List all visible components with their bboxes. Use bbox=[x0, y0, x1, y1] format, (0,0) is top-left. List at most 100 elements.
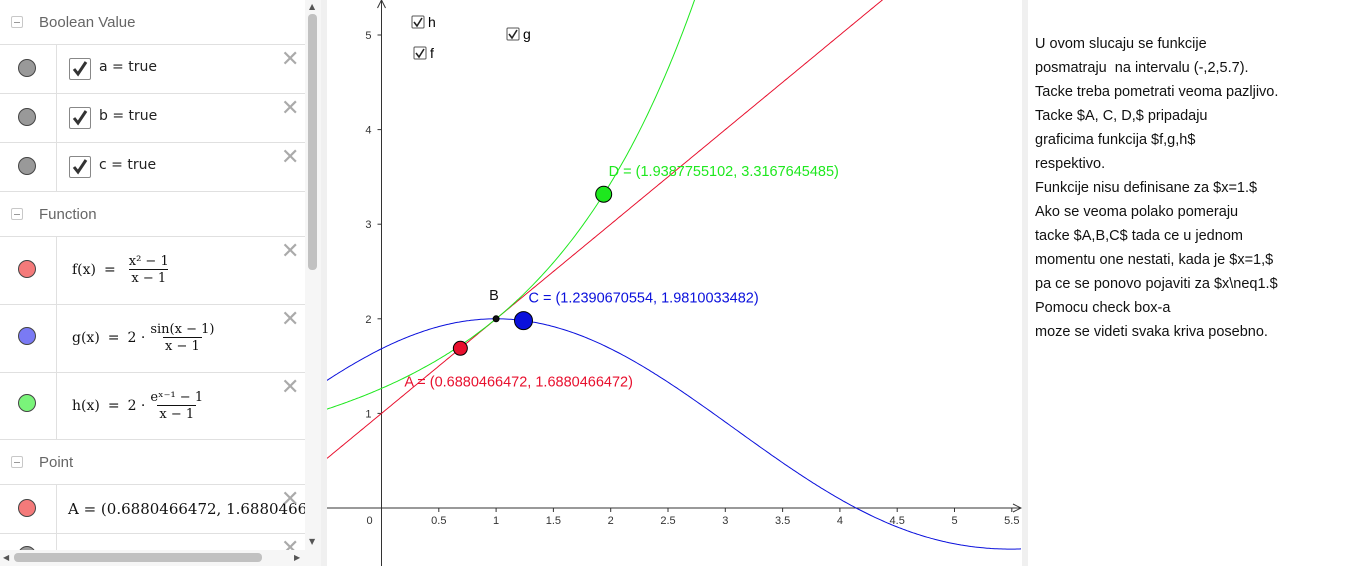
boolean-definition[interactable]: b = true bbox=[99, 108, 158, 124]
boolean-row-c[interactable]: c = true ✕ bbox=[0, 143, 305, 192]
close-icon[interactable]: ✕ bbox=[281, 145, 300, 170]
point-definition[interactable]: A = (0.6880466472, 1.6880466 bbox=[68, 500, 305, 518]
boolean-definition[interactable]: c = true bbox=[99, 157, 157, 173]
checkbox-f[interactable] bbox=[413, 46, 427, 60]
x-axis-arrow-icon bbox=[1012, 503, 1023, 513]
curve-h[interactable] bbox=[326, 0, 751, 410]
close-icon[interactable]: ✕ bbox=[281, 487, 300, 512]
text-line: Tacke $A, C, D,$ pripadaju bbox=[1035, 108, 1208, 124]
section-title: Boolean Value bbox=[39, 13, 136, 31]
plot-canvas[interactable]: 0 0.5 1 1.5 2 2.5 3 3.5 4 4.5 5 5.5 1 2 3 4 5 A = (0.6880… bbox=[326, 0, 1023, 566]
scroll-down-icon[interactable]: ▼ bbox=[309, 537, 316, 546]
checkbox-h[interactable] bbox=[411, 15, 425, 29]
point-label-B: B bbox=[489, 288, 499, 304]
equals-sign: = bbox=[104, 262, 116, 278]
panel-divider[interactable] bbox=[1022, 0, 1028, 566]
visibility-marble[interactable] bbox=[18, 327, 36, 345]
equals-sign: = bbox=[107, 398, 120, 414]
visibility-marble[interactable] bbox=[18, 260, 36, 278]
checkbox-label-f: f bbox=[430, 45, 434, 61]
checkbox-a[interactable] bbox=[69, 58, 91, 80]
function-definition[interactable]: g(x) = 2 · sin(x − 1) x − 1 bbox=[72, 322, 219, 354]
numerator: eˣ⁻¹ − 1 bbox=[150, 390, 204, 405]
collapse-icon[interactable] bbox=[11, 208, 23, 220]
close-icon[interactable]: ✕ bbox=[281, 47, 300, 72]
fraction: eˣ⁻¹ − 1 x − 1 bbox=[148, 390, 205, 422]
horizontal-scroll-thumb[interactable] bbox=[14, 553, 262, 562]
x-tick-label: 2 bbox=[608, 515, 614, 527]
function-row-f[interactable]: f(x) = x² − 1 x − 1 ✕ bbox=[0, 237, 305, 305]
section-point[interactable]: Point bbox=[0, 440, 305, 485]
close-icon[interactable]: ✕ bbox=[281, 96, 300, 121]
section-title: Function bbox=[39, 205, 97, 223]
text-line: pa ce se ponovo pojaviti za $x\neq1.$ bbox=[1035, 276, 1278, 292]
function-row-h[interactable]: h(x) = 2 · eˣ⁻¹ − 1 x − 1 ✕ bbox=[0, 373, 305, 440]
section-title: Point bbox=[39, 453, 74, 471]
x-tick-label: 0 bbox=[366, 515, 372, 527]
checkbox-g[interactable] bbox=[506, 27, 520, 41]
x-tick-label: 5 bbox=[951, 515, 957, 527]
y-tick-label: 3 bbox=[365, 219, 371, 231]
section-function[interactable]: Function bbox=[0, 192, 305, 237]
checkbox-b[interactable] bbox=[69, 107, 91, 129]
y-tick-label: 1 bbox=[365, 408, 371, 420]
function-definition[interactable]: h(x) = 2 · eˣ⁻¹ − 1 x − 1 bbox=[72, 390, 208, 422]
scroll-right-icon[interactable]: ▶ bbox=[294, 553, 301, 562]
close-icon[interactable]: ✕ bbox=[281, 375, 300, 400]
checkmark-icon bbox=[413, 17, 423, 28]
x-tick-label: 4 bbox=[837, 515, 843, 527]
checkmark-icon bbox=[415, 48, 425, 59]
vertical-scroll-thumb[interactable] bbox=[308, 14, 317, 270]
text-line: tacke $A,B,C$ tada ce u jednom bbox=[1035, 228, 1243, 244]
function-name: f(x) bbox=[72, 262, 97, 278]
visibility-marble[interactable] bbox=[18, 499, 36, 517]
point-D[interactable] bbox=[595, 185, 613, 203]
visibility-marble[interactable] bbox=[18, 59, 36, 77]
coefficient: 2 · bbox=[127, 398, 146, 414]
x-tick-label: 4.5 bbox=[890, 515, 905, 527]
text-line: moze se videti svaka kriva posebno. bbox=[1035, 324, 1268, 340]
scroll-left-icon[interactable]: ◀ bbox=[3, 553, 10, 562]
denominator: x − 1 bbox=[163, 337, 202, 354]
boolean-row-b[interactable]: b = true ✕ bbox=[0, 94, 305, 143]
visibility-marble[interactable] bbox=[18, 394, 36, 412]
x-tick-label: 3.5 bbox=[775, 515, 790, 527]
function-definition[interactable]: f(x) = x² − 1 x − 1 bbox=[72, 254, 174, 286]
function-name: g(x) bbox=[72, 330, 100, 346]
section-boolean-value[interactable]: Boolean Value bbox=[0, 0, 305, 45]
x-tick-label: 0.5 bbox=[431, 515, 446, 527]
curve-g[interactable] bbox=[326, 318, 1022, 550]
point-label-C: C = (1.2390670554, 1.9810033482) bbox=[528, 291, 758, 307]
text-line: Tacke treba pometrati veoma pazljivo. bbox=[1035, 84, 1279, 100]
scroll-up-icon[interactable]: ▲ bbox=[309, 2, 316, 11]
close-icon[interactable]: ✕ bbox=[281, 239, 300, 264]
close-icon[interactable]: ✕ bbox=[281, 307, 300, 332]
text-line: Pomocu check box-a bbox=[1035, 300, 1171, 316]
point-B[interactable] bbox=[492, 315, 500, 323]
fraction: x² − 1 x − 1 bbox=[127, 254, 171, 286]
function-row-g[interactable]: g(x) = 2 · sin(x − 1) x − 1 ✕ bbox=[0, 305, 305, 373]
graphics-view[interactable]: 0 0.5 1 1.5 2 2.5 3 3.5 4 4.5 5 5.5 1 2 3 4 5 A = (0.6880… bbox=[326, 0, 1023, 566]
point-C[interactable] bbox=[513, 311, 533, 331]
text-line: Ako se veoma polako pomeraju bbox=[1035, 204, 1239, 220]
visibility-marble[interactable] bbox=[18, 108, 36, 126]
curve-f[interactable] bbox=[326, 0, 1021, 459]
denominator: x − 1 bbox=[157, 405, 197, 422]
point-label-D: D = (1.9387755102, 3.3167645485) bbox=[609, 164, 839, 180]
visibility-marble[interactable] bbox=[18, 157, 36, 175]
text-line: respektivo. bbox=[1035, 156, 1106, 172]
fraction: sin(x − 1) x − 1 bbox=[148, 322, 216, 354]
boolean-definition[interactable]: a = true bbox=[99, 59, 157, 75]
boolean-row-a[interactable]: a = true ✕ bbox=[0, 45, 305, 94]
x-tick-label: 3 bbox=[722, 515, 728, 527]
algebra-view: Boolean Value a = true ✕ b = true ✕ c = … bbox=[0, 0, 305, 566]
checkbox-label-h: h bbox=[428, 14, 436, 30]
collapse-icon[interactable] bbox=[11, 456, 23, 468]
point-row-a[interactable]: A = (0.6880466472, 1.6880466 ✕ bbox=[0, 485, 305, 534]
panel-divider[interactable] bbox=[321, 0, 327, 566]
numerator: x² − 1 bbox=[128, 254, 169, 269]
point-A[interactable] bbox=[452, 340, 468, 356]
collapse-icon[interactable] bbox=[11, 16, 23, 28]
checkbox-c[interactable] bbox=[69, 156, 91, 178]
x-tick-label: 1.5 bbox=[546, 515, 561, 527]
